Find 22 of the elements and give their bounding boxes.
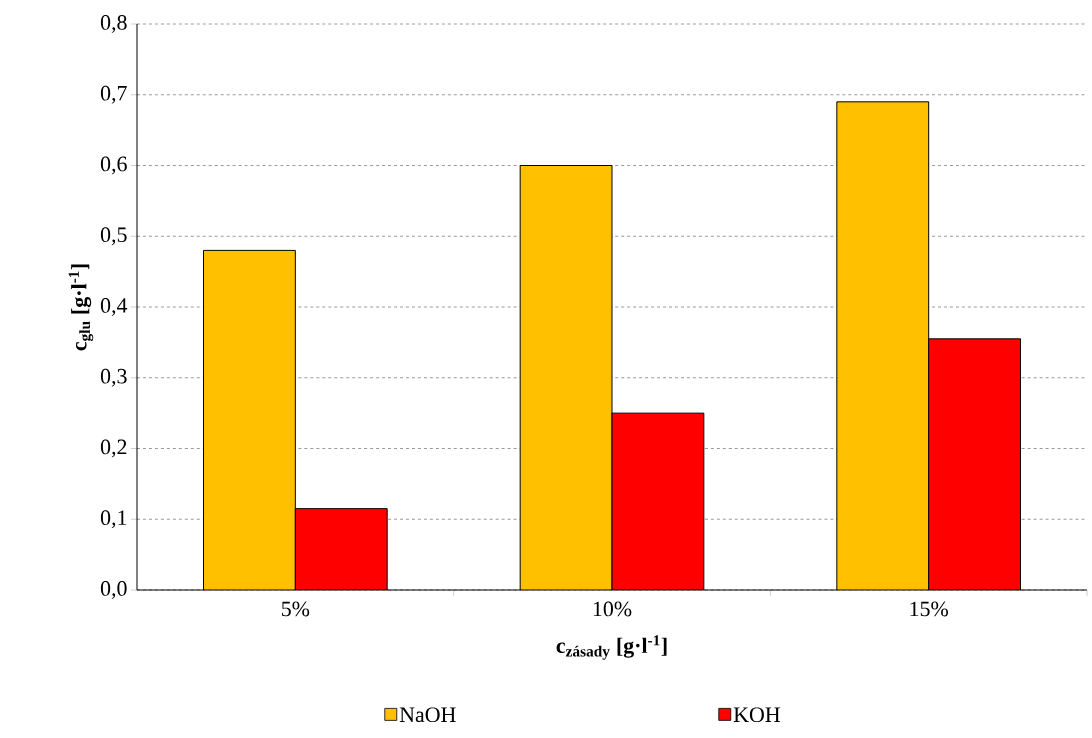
bar	[520, 165, 612, 590]
bar	[836, 101, 930, 590]
legend-label: KOH	[733, 707, 780, 723]
bar	[295, 508, 388, 590]
bar	[612, 413, 704, 590]
x-tick-label: 10%	[593, 601, 632, 617]
y-tick-label: 0,5	[100, 227, 127, 246]
y-tick-label: 0,2	[100, 439, 127, 458]
y-axis-title: c$_{glu}$ [g·l$^{-1}$]	[68, 264, 94, 351]
y-tick-label: 0,7	[100, 85, 127, 104]
bar	[203, 250, 296, 590]
bar	[928, 338, 1022, 590]
y-tick-label: 0,3	[100, 368, 127, 387]
y-tick-label: 0,1	[100, 510, 127, 529]
y-tick-label: 0,4	[100, 298, 128, 316]
legend-label: NaOH	[399, 707, 456, 723]
y-tick-label: 0,6	[100, 156, 127, 175]
x-axis-title: c$_{zásady}$ [g·l$^{-1}$]	[556, 635, 667, 660]
x-tick-label: 5%	[282, 601, 310, 617]
x-tick-label: 15%	[910, 601, 949, 617]
y-tick-label: 0,8	[100, 15, 127, 33]
y-tick-label: 0,0	[100, 581, 127, 599]
